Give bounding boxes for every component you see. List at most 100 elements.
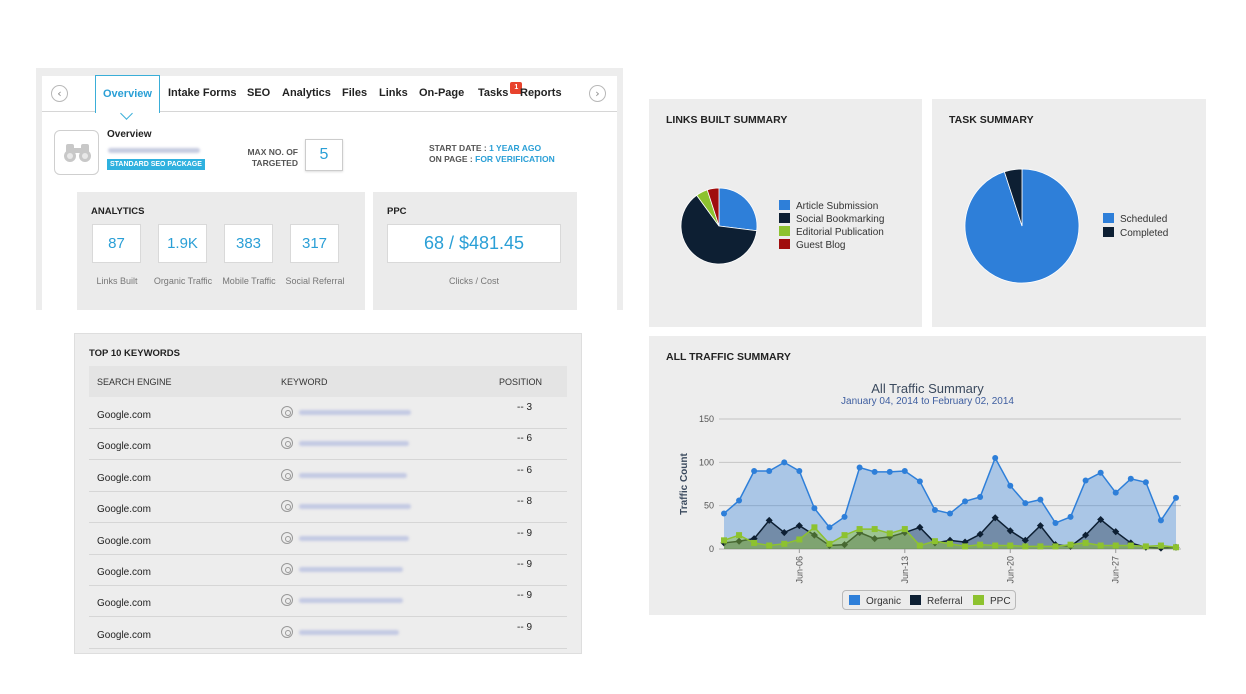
organic-point[interactable] bbox=[977, 494, 984, 500]
organic-point[interactable] bbox=[886, 468, 893, 475]
tab-reports[interactable]: Reports bbox=[520, 87, 562, 99]
organic-point[interactable] bbox=[826, 524, 833, 531]
legend-article-submission[interactable]: Article Submission bbox=[779, 200, 878, 212]
target-icon[interactable] bbox=[281, 563, 293, 575]
target-icon[interactable] bbox=[281, 625, 293, 638]
ppc-point[interactable] bbox=[992, 542, 999, 549]
organic-point[interactable] bbox=[1142, 479, 1149, 486]
ppc-point[interactable] bbox=[766, 542, 773, 549]
ppc-point[interactable] bbox=[751, 539, 758, 546]
organic-point[interactable] bbox=[1022, 500, 1029, 507]
col-keyword[interactable]: KEYWORD bbox=[281, 377, 328, 387]
tab-seo[interactable]: SEO bbox=[247, 87, 271, 99]
organic-point[interactable] bbox=[1173, 494, 1179, 501]
legend-guest-blog[interactable]: Guest Blog bbox=[779, 239, 845, 251]
target-icon[interactable] bbox=[281, 531, 293, 544]
organic-point[interactable] bbox=[947, 510, 953, 517]
target-icon[interactable] bbox=[281, 594, 293, 607]
organic-point[interactable] bbox=[856, 464, 863, 471]
ppc-point[interactable] bbox=[796, 536, 803, 543]
table-row[interactable]: Google.com -- 3 bbox=[89, 398, 567, 429]
legend-scheduled[interactable]: Scheduled bbox=[1103, 213, 1167, 225]
organic-point[interactable] bbox=[1067, 513, 1074, 520]
ppc-point[interactable] bbox=[1112, 542, 1119, 549]
referral-point[interactable] bbox=[1006, 527, 1014, 535]
ppc-point[interactable] bbox=[901, 526, 908, 533]
organic-point[interactable] bbox=[1112, 489, 1119, 496]
blurred-keyword[interactable] bbox=[299, 504, 411, 510]
legend-editorial-publication[interactable]: Editorial Publication bbox=[779, 226, 884, 238]
referral-point[interactable] bbox=[1112, 528, 1120, 536]
ppc-point[interactable] bbox=[1022, 543, 1029, 550]
blurred-keyword[interactable] bbox=[299, 629, 399, 635]
ppc-point[interactable] bbox=[1173, 544, 1179, 551]
organic-point[interactable] bbox=[766, 468, 773, 474]
ppc-point[interactable] bbox=[1007, 542, 1014, 549]
ppc-point[interactable] bbox=[736, 532, 743, 539]
ppc-point[interactable] bbox=[841, 532, 848, 539]
tab-overview[interactable]: Overview bbox=[95, 75, 160, 113]
referral-point[interactable] bbox=[991, 514, 999, 522]
legend-referral[interactable]: Referral bbox=[910, 595, 963, 607]
organic-point[interactable] bbox=[781, 459, 788, 466]
ppc-point[interactable] bbox=[1082, 539, 1089, 546]
stat-social-referral[interactable]: 317 bbox=[290, 224, 339, 263]
table-row[interactable]: Google.com -- 6 bbox=[89, 461, 567, 492]
ppc-point[interactable] bbox=[947, 540, 953, 547]
organic-point[interactable] bbox=[901, 468, 908, 474]
table-row[interactable]: Google.com -- 9 bbox=[89, 555, 567, 586]
blurred-keyword[interactable] bbox=[299, 535, 409, 541]
ppc-point[interactable] bbox=[1067, 541, 1074, 548]
table-row[interactable]: Google.com -- 6 bbox=[89, 429, 567, 461]
ppc-point[interactable] bbox=[871, 526, 878, 533]
ppc-point[interactable] bbox=[1097, 542, 1104, 549]
organic-point[interactable] bbox=[721, 510, 727, 517]
col-search-engine[interactable]: SEARCH ENGINE bbox=[97, 377, 172, 387]
organic-point[interactable] bbox=[796, 468, 803, 474]
ppc-point[interactable] bbox=[811, 524, 818, 531]
organic-point[interactable] bbox=[736, 497, 743, 504]
links-slice-guest-blog[interactable] bbox=[706, 187, 720, 227]
legend-completed[interactable]: Completed bbox=[1103, 227, 1168, 239]
organic-point[interactable] bbox=[871, 468, 878, 475]
ppc-point[interactable] bbox=[1052, 543, 1059, 550]
blurred-keyword[interactable] bbox=[299, 441, 409, 447]
referral-point[interactable] bbox=[780, 528, 788, 537]
ppc-point[interactable] bbox=[977, 541, 984, 548]
table-row[interactable]: Google.com -- 8 bbox=[89, 492, 567, 524]
target-icon[interactable] bbox=[281, 500, 293, 513]
table-row[interactable]: Google.com -- 9 bbox=[89, 618, 567, 649]
tab-files[interactable]: Files bbox=[342, 87, 368, 99]
organic-point[interactable] bbox=[1037, 496, 1044, 503]
legend-organic[interactable]: Organic bbox=[849, 595, 901, 607]
organic-point[interactable] bbox=[916, 478, 923, 485]
stat-mobile-traffic[interactable]: 383 bbox=[224, 224, 273, 263]
links-slice-social-bookmarking[interactable] bbox=[680, 194, 758, 265]
stat-organic-traffic[interactable]: 1.9K bbox=[158, 224, 207, 263]
ppc-point[interactable] bbox=[931, 538, 938, 545]
blurred-keyword[interactable] bbox=[299, 598, 403, 604]
organic-point[interactable] bbox=[841, 513, 848, 520]
blurred-keyword[interactable] bbox=[299, 472, 407, 478]
ppc-point[interactable] bbox=[1037, 543, 1044, 550]
table-row[interactable]: Google.com -- 9 bbox=[89, 586, 567, 618]
organic-point[interactable] bbox=[1052, 520, 1059, 526]
organic-point[interactable] bbox=[1097, 469, 1104, 476]
tab-intake-forms[interactable]: Intake Forms bbox=[168, 87, 237, 99]
links-slice-article-submission[interactable] bbox=[718, 187, 758, 232]
tab-links[interactable]: Links bbox=[379, 87, 408, 99]
target-icon[interactable] bbox=[281, 406, 293, 418]
organic-point[interactable] bbox=[962, 498, 969, 505]
tab-on-page[interactable]: On-Page bbox=[419, 87, 465, 99]
ppc-point[interactable] bbox=[916, 542, 923, 549]
table-row[interactable]: Google.com -- 9 bbox=[89, 524, 567, 555]
organic-point[interactable] bbox=[1007, 482, 1014, 489]
target-icon[interactable] bbox=[281, 437, 293, 450]
ppc-point[interactable] bbox=[856, 526, 863, 533]
blurred-keyword[interactable] bbox=[299, 567, 403, 572]
ppc-point[interactable] bbox=[962, 543, 969, 550]
organic-point[interactable] bbox=[1082, 477, 1089, 484]
ppc-value[interactable]: 68 / $481.45 bbox=[387, 224, 561, 263]
ppc-point[interactable] bbox=[886, 530, 893, 537]
ppc-point[interactable] bbox=[1142, 543, 1149, 550]
